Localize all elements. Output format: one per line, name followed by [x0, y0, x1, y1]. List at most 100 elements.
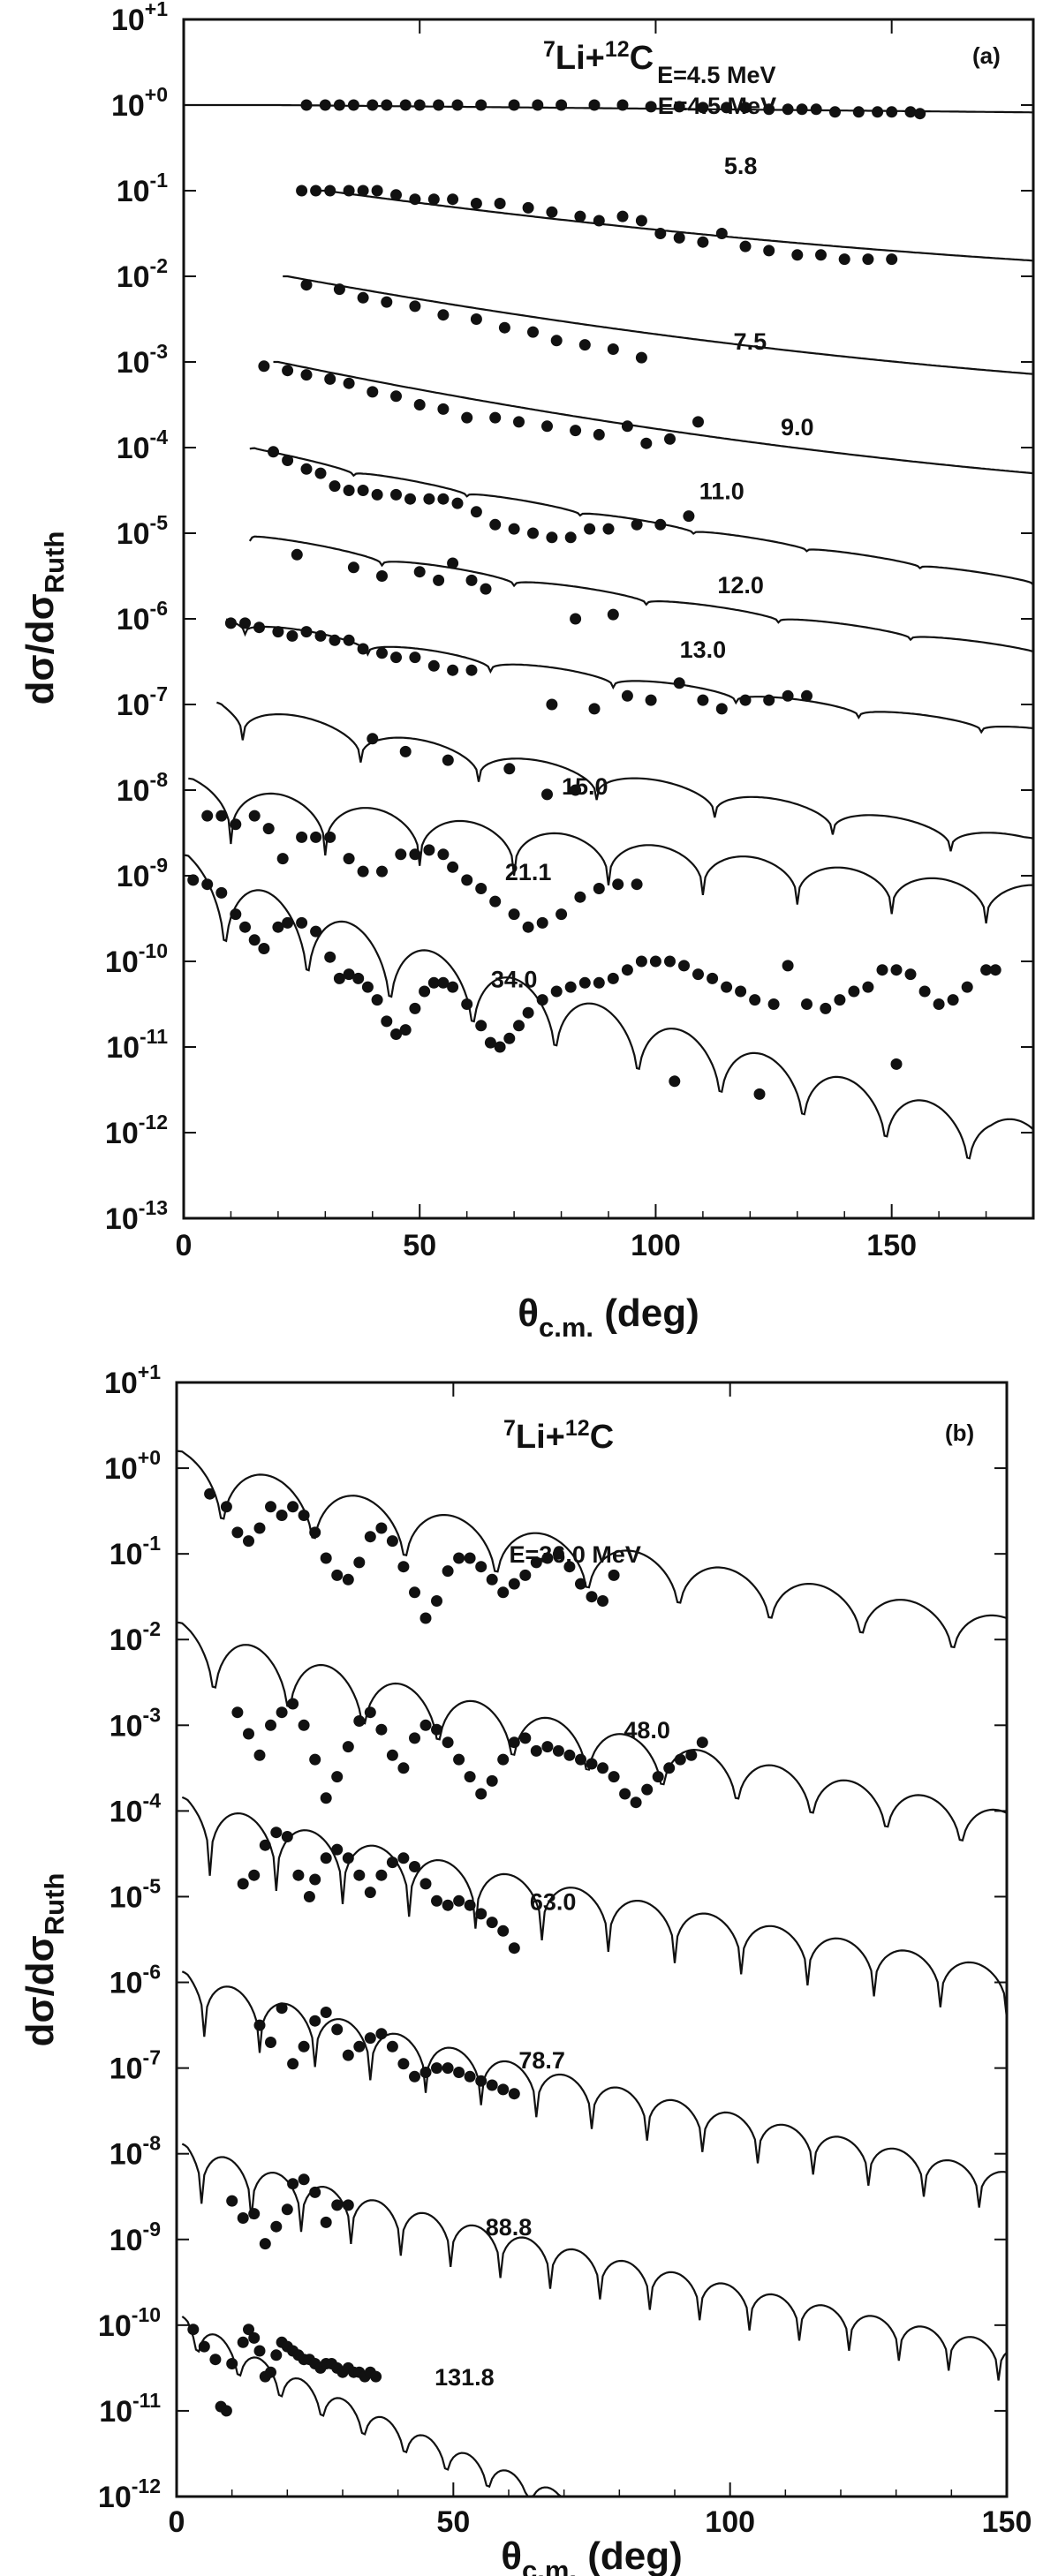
data-point-78.7: [287, 2058, 299, 2070]
data-point-7.5: [409, 300, 421, 313]
data-point-4.5: [645, 101, 657, 113]
data-point-7.5: [578, 339, 591, 351]
data-point-13.0: [763, 694, 775, 706]
data-point-63.0: [508, 1942, 520, 1955]
data-point-48.0: [586, 1758, 598, 1770]
data-point-78.7: [453, 2067, 465, 2078]
data-point-9.0: [437, 403, 450, 415]
data-point-48.0: [685, 1749, 698, 1761]
data-point-11.0: [602, 523, 615, 535]
data-point-34.0: [767, 998, 780, 1010]
data-point-88.8: [248, 2208, 261, 2220]
data-point-13.0: [782, 689, 794, 702]
data-point-34.0: [419, 985, 431, 998]
data-point-4.5: [475, 99, 487, 111]
data-point-63.0: [303, 1891, 315, 1902]
model-curve-9.0: [273, 360, 1034, 475]
data-point-5.8: [739, 240, 752, 252]
data-point-5.8: [654, 228, 667, 239]
data-point-34.0: [503, 1032, 516, 1044]
data-point-63.0: [281, 1831, 293, 1842]
y-tick-label: 10-7: [110, 2046, 161, 2086]
data-point-11.0: [371, 488, 383, 501]
data-point-48.0: [630, 1796, 642, 1809]
data-point-34.0: [876, 964, 888, 976]
data-point-88.8: [226, 2195, 238, 2207]
data-point-36.0: [586, 1591, 598, 1603]
data-point-13.0: [357, 643, 369, 655]
data-point-15.0: [541, 788, 553, 801]
data-point-48.0: [342, 1741, 354, 1753]
data-point-11.0: [268, 446, 279, 458]
data-point-48.0: [541, 1741, 554, 1753]
data-point-131.8: [248, 2331, 261, 2344]
data-point-4.5: [697, 102, 709, 114]
y-tick-label: 10-12: [105, 1111, 168, 1150]
data-point-34.0: [593, 976, 605, 989]
data-point-9.0: [593, 428, 605, 441]
data-point-4.5: [914, 108, 926, 120]
data-point-78.7: [364, 2032, 376, 2045]
y-tick-label: 10-2: [117, 254, 168, 294]
data-point-11.0: [584, 523, 596, 535]
data-point-88.8: [320, 2216, 332, 2228]
data-point-78.7: [375, 2028, 388, 2040]
data-point-7.5: [635, 351, 647, 364]
data-point-36.0: [220, 1501, 232, 1513]
data-point-13.0: [621, 689, 633, 702]
data-point-36.0: [419, 1612, 432, 1624]
data-point-9.0: [664, 433, 676, 445]
data-point-34.0: [834, 994, 846, 1006]
tick-marks: [176, 1382, 1008, 2497]
data-point-34.0: [890, 964, 903, 976]
data-point-36.0: [563, 1561, 576, 1573]
data-point-9.0: [282, 365, 294, 377]
data-point-63.0: [497, 1924, 510, 1937]
data-point-4.5: [556, 99, 568, 111]
data-point-48.0: [475, 1788, 487, 1800]
data-point-36.0: [204, 1488, 216, 1500]
data-point-34.0: [707, 972, 719, 984]
data-point-4.5: [673, 101, 685, 113]
y-tick-label: 10-8: [117, 768, 168, 808]
data-point-48.0: [375, 1723, 388, 1736]
energy-label-15.0: 15.0: [562, 773, 608, 800]
data-point-131.8: [220, 2405, 232, 2417]
data-point-4.5: [319, 99, 331, 111]
data-point-9.0: [541, 420, 553, 433]
y-tick-label: 10-13: [105, 1196, 168, 1236]
data-point-9.0: [300, 369, 313, 381]
data-point-5.8: [886, 253, 898, 266]
data-point-5.8: [470, 198, 482, 209]
data-point-21.1: [296, 831, 308, 843]
data-point-34.0: [947, 994, 959, 1006]
energy-label-36.0: E=36.0 MeV: [510, 1541, 641, 1568]
data-point-131.8: [187, 2324, 200, 2336]
data-point-63.0: [237, 1878, 249, 1890]
data-point-21.1: [215, 810, 228, 822]
data-point-34.0: [239, 921, 251, 933]
data-point-5.8: [296, 185, 308, 197]
data-point-4.5: [616, 99, 629, 111]
data-point-21.1: [631, 878, 643, 891]
data-point-11.0: [546, 531, 558, 544]
data-point-78.7: [298, 2040, 310, 2053]
data-point-9.0: [367, 386, 379, 398]
data-point-36.0: [342, 1573, 354, 1586]
data-point-36.0: [276, 1510, 288, 1521]
data-point-4.5: [886, 106, 898, 118]
data-point-34.0: [678, 960, 690, 972]
data-point-7.5: [607, 343, 619, 355]
data-point-21.1: [522, 921, 534, 933]
data-point-21.1: [437, 848, 450, 861]
data-point-4.5: [904, 106, 917, 118]
data-point-78.7: [320, 2007, 332, 2018]
data-point-36.0: [597, 1595, 608, 1607]
data-point-36.0: [364, 1531, 376, 1543]
plot-frame: [182, 18, 1035, 1220]
data-point-48.0: [552, 1744, 564, 1757]
data-point-131.8: [226, 2358, 238, 2369]
data-point-21.1: [574, 891, 586, 903]
data-point-5.8: [546, 206, 558, 218]
model-curve-34.0: [183, 854, 1034, 1160]
